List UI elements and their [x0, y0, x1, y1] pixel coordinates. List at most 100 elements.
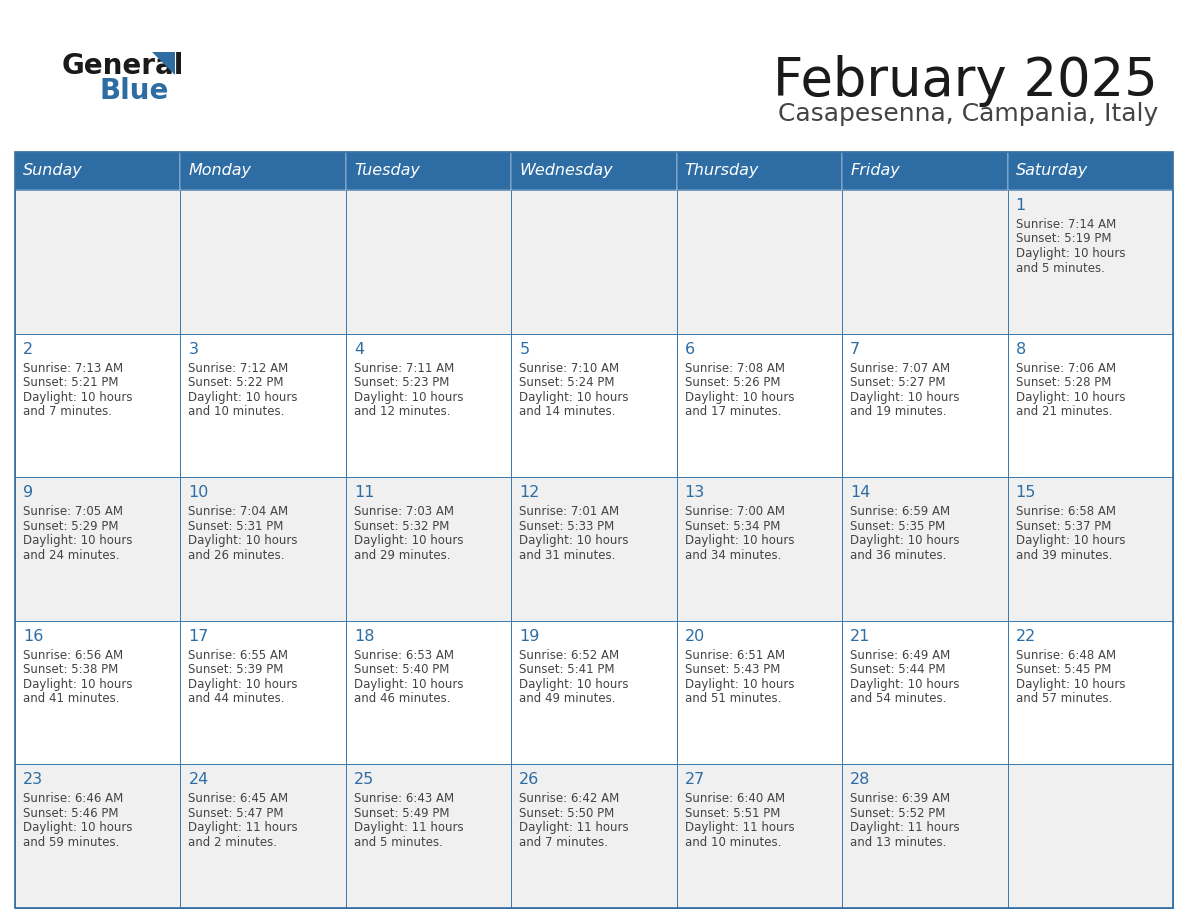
Text: and 29 minutes.: and 29 minutes.: [354, 549, 450, 562]
Bar: [677, 152, 842, 190]
Bar: [1007, 333, 1173, 477]
Text: Daylight: 11 hours: Daylight: 11 hours: [851, 822, 960, 834]
Bar: [1007, 765, 1173, 908]
Text: and 44 minutes.: and 44 minutes.: [189, 692, 285, 705]
Text: and 26 minutes.: and 26 minutes.: [189, 549, 285, 562]
Text: Sunrise: 6:40 AM: Sunrise: 6:40 AM: [684, 792, 785, 805]
Bar: [1007, 190, 1173, 333]
Text: Thursday: Thursday: [684, 163, 759, 178]
Text: Daylight: 10 hours: Daylight: 10 hours: [519, 534, 628, 547]
Bar: [346, 152, 511, 190]
Text: Wednesday: Wednesday: [519, 163, 613, 178]
Bar: [15, 152, 181, 190]
Text: Sunset: 5:41 PM: Sunset: 5:41 PM: [519, 664, 614, 677]
Text: Daylight: 10 hours: Daylight: 10 hours: [23, 534, 133, 547]
Bar: [15, 621, 181, 765]
Text: Sunrise: 7:01 AM: Sunrise: 7:01 AM: [519, 505, 619, 518]
Text: Sunset: 5:24 PM: Sunset: 5:24 PM: [519, 376, 614, 389]
Text: and 36 minutes.: and 36 minutes.: [851, 549, 947, 562]
Bar: [511, 765, 677, 908]
Text: and 10 minutes.: and 10 minutes.: [684, 836, 781, 849]
Text: and 51 minutes.: and 51 minutes.: [684, 692, 781, 705]
Text: and 2 minutes.: and 2 minutes.: [189, 836, 278, 849]
Text: and 49 minutes.: and 49 minutes.: [519, 692, 615, 705]
Text: Sunrise: 6:39 AM: Sunrise: 6:39 AM: [851, 792, 950, 805]
Text: Sunrise: 7:08 AM: Sunrise: 7:08 AM: [684, 362, 785, 375]
Text: Sunrise: 6:56 AM: Sunrise: 6:56 AM: [23, 649, 124, 662]
Text: and 10 minutes.: and 10 minutes.: [189, 405, 285, 418]
Text: Sunrise: 6:49 AM: Sunrise: 6:49 AM: [851, 649, 950, 662]
Text: 12: 12: [519, 486, 539, 500]
Text: Sunset: 5:31 PM: Sunset: 5:31 PM: [189, 520, 284, 532]
Text: Sunrise: 7:03 AM: Sunrise: 7:03 AM: [354, 505, 454, 518]
Text: Sunset: 5:43 PM: Sunset: 5:43 PM: [684, 664, 781, 677]
Bar: [677, 190, 842, 333]
Bar: [15, 477, 181, 621]
Text: and 34 minutes.: and 34 minutes.: [684, 549, 781, 562]
Text: Sunrise: 7:04 AM: Sunrise: 7:04 AM: [189, 505, 289, 518]
Bar: [842, 621, 1007, 765]
Text: Sunset: 5:19 PM: Sunset: 5:19 PM: [1016, 232, 1111, 245]
Bar: [181, 765, 346, 908]
Bar: [677, 765, 842, 908]
Text: Daylight: 10 hours: Daylight: 10 hours: [1016, 247, 1125, 260]
Text: 28: 28: [851, 772, 871, 788]
Text: and 13 minutes.: and 13 minutes.: [851, 836, 947, 849]
Text: Daylight: 10 hours: Daylight: 10 hours: [1016, 390, 1125, 404]
Bar: [15, 190, 181, 333]
Text: 8: 8: [1016, 341, 1025, 356]
Text: and 31 minutes.: and 31 minutes.: [519, 549, 615, 562]
Text: Daylight: 10 hours: Daylight: 10 hours: [851, 534, 960, 547]
Text: Sunset: 5:29 PM: Sunset: 5:29 PM: [23, 520, 119, 532]
Bar: [511, 152, 677, 190]
Bar: [511, 621, 677, 765]
Text: 26: 26: [519, 772, 539, 788]
Text: Daylight: 10 hours: Daylight: 10 hours: [189, 534, 298, 547]
Text: 16: 16: [23, 629, 44, 644]
Text: 17: 17: [189, 629, 209, 644]
Bar: [346, 477, 511, 621]
Bar: [1007, 621, 1173, 765]
Bar: [842, 477, 1007, 621]
Text: Daylight: 10 hours: Daylight: 10 hours: [354, 534, 463, 547]
Text: Sunset: 5:21 PM: Sunset: 5:21 PM: [23, 376, 119, 389]
Text: Sunrise: 6:46 AM: Sunrise: 6:46 AM: [23, 792, 124, 805]
Bar: [1007, 152, 1173, 190]
Text: Sunset: 5:33 PM: Sunset: 5:33 PM: [519, 520, 614, 532]
Text: Tuesday: Tuesday: [354, 163, 419, 178]
Bar: [842, 190, 1007, 333]
Text: 14: 14: [851, 486, 871, 500]
Text: Daylight: 10 hours: Daylight: 10 hours: [23, 677, 133, 691]
Text: and 7 minutes.: and 7 minutes.: [519, 836, 608, 849]
Bar: [842, 152, 1007, 190]
Bar: [181, 621, 346, 765]
Text: Sunset: 5:34 PM: Sunset: 5:34 PM: [684, 520, 781, 532]
Text: Daylight: 11 hours: Daylight: 11 hours: [684, 822, 795, 834]
Text: 3: 3: [189, 341, 198, 356]
Text: and 19 minutes.: and 19 minutes.: [851, 405, 947, 418]
Text: Daylight: 10 hours: Daylight: 10 hours: [189, 390, 298, 404]
Bar: [15, 152, 1173, 908]
Text: Daylight: 11 hours: Daylight: 11 hours: [354, 822, 463, 834]
Text: 20: 20: [684, 629, 704, 644]
Text: Daylight: 10 hours: Daylight: 10 hours: [684, 534, 795, 547]
Text: Casapesenna, Campania, Italy: Casapesenna, Campania, Italy: [778, 102, 1158, 126]
Text: Daylight: 10 hours: Daylight: 10 hours: [1016, 534, 1125, 547]
Text: Daylight: 10 hours: Daylight: 10 hours: [519, 390, 628, 404]
Text: 18: 18: [354, 629, 374, 644]
Text: 10: 10: [189, 486, 209, 500]
Text: and 17 minutes.: and 17 minutes.: [684, 405, 782, 418]
Text: Sunset: 5:51 PM: Sunset: 5:51 PM: [684, 807, 781, 820]
Text: and 46 minutes.: and 46 minutes.: [354, 692, 450, 705]
Text: Saturday: Saturday: [1016, 163, 1088, 178]
Text: Sunrise: 6:48 AM: Sunrise: 6:48 AM: [1016, 649, 1116, 662]
Text: Sunrise: 6:52 AM: Sunrise: 6:52 AM: [519, 649, 619, 662]
Text: Daylight: 10 hours: Daylight: 10 hours: [23, 390, 133, 404]
Text: Daylight: 10 hours: Daylight: 10 hours: [684, 390, 795, 404]
Text: Daylight: 10 hours: Daylight: 10 hours: [684, 677, 795, 691]
Text: Sunset: 5:50 PM: Sunset: 5:50 PM: [519, 807, 614, 820]
Text: Sunset: 5:22 PM: Sunset: 5:22 PM: [189, 376, 284, 389]
Text: February 2025: February 2025: [773, 55, 1158, 107]
Text: and 7 minutes.: and 7 minutes.: [23, 405, 112, 418]
Text: Daylight: 10 hours: Daylight: 10 hours: [23, 822, 133, 834]
